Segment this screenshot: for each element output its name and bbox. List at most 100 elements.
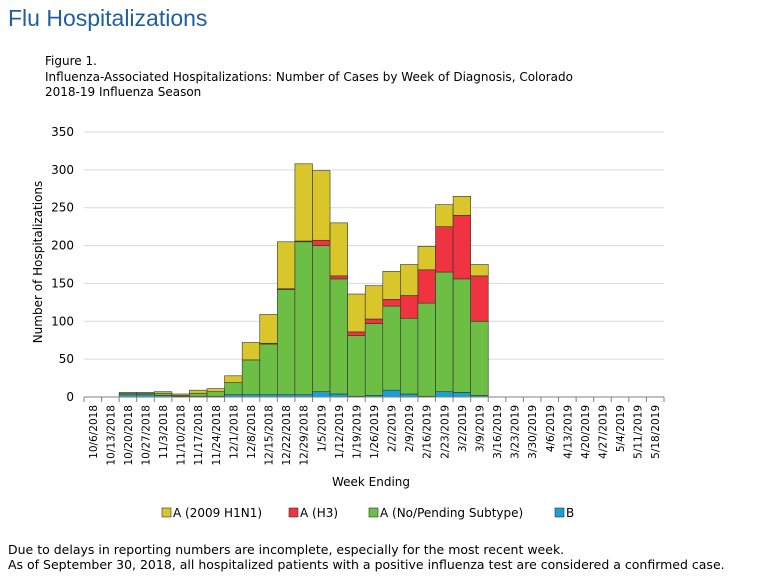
x-tick-label: 3/30/2019 — [527, 405, 539, 459]
bar-segment — [347, 331, 366, 336]
x-tick-label: 2/23/2019 — [439, 405, 451, 459]
x-tick-label: 3/2/2019 — [457, 405, 469, 452]
x-tick-label: 4/20/2019 — [580, 405, 592, 459]
x-tick-label: 2/2/2019 — [387, 405, 399, 452]
bar-segment — [118, 392, 138, 394]
x-tick-label: 10/13/2018 — [105, 405, 117, 466]
bar-segment — [364, 323, 384, 396]
bar-segment — [382, 299, 401, 307]
x-axis-label: Week Ending — [332, 475, 410, 489]
y-tick-label: 200 — [51, 239, 74, 253]
bar-segment — [312, 170, 331, 241]
bar-segment — [470, 320, 489, 396]
bar-segment — [259, 314, 278, 344]
bar-segment — [347, 335, 366, 397]
bar-segment — [452, 214, 471, 280]
figure-number: Figure 1. — [45, 54, 97, 68]
bar-segment — [241, 342, 261, 361]
bar-segment — [171, 393, 190, 396]
bar-segment — [435, 226, 454, 273]
bar-segment — [312, 245, 331, 392]
bar-segment — [277, 289, 296, 396]
bar-segment — [154, 391, 173, 394]
bar-segment — [312, 239, 331, 246]
page-title: Flu Hospitalizations — [8, 5, 208, 31]
bar-segment — [382, 389, 401, 398]
bar-segment — [435, 204, 454, 227]
bar-segment — [329, 278, 348, 395]
figure-subtitle: 2018-19 Influenza Season — [45, 85, 202, 99]
bar-segment — [294, 163, 313, 242]
bar-segment — [435, 271, 454, 393]
hospitalizations-chart: 0 50 100 150 200 250 300 350 10/6/2018 10/13/2018… — [31, 125, 665, 520]
bar-segment — [206, 388, 225, 392]
y-tick-label: 150 — [51, 276, 74, 290]
bar-segment — [435, 391, 454, 398]
x-tick-label: 2/9/2019 — [404, 405, 416, 452]
x-tick-label: 11/17/2018 — [193, 405, 205, 466]
footnotes: Due to delays in reporting numbers are i… — [8, 542, 725, 572]
x-tick-label: 5/18/2019 — [650, 405, 662, 459]
x-tick-label: 1/5/2019 — [316, 405, 328, 452]
bar-segment — [417, 246, 436, 271]
bar-segment — [347, 293, 366, 333]
y-tick-label: 250 — [51, 201, 74, 215]
bar-segment — [382, 305, 401, 391]
bar-segment — [206, 391, 225, 397]
bar-segment — [241, 359, 261, 396]
x-tick-label: 3/23/2019 — [510, 405, 522, 459]
y-tick-label: 100 — [51, 314, 74, 328]
bar-segment — [452, 392, 471, 398]
x-tick-label: 10/27/2018 — [141, 405, 153, 466]
x-tick-label: 11/3/2018 — [158, 405, 170, 459]
y-tick-label: 300 — [51, 163, 74, 177]
footnote-case-definition: As of September 30, 2018, all hospitaliz… — [8, 556, 725, 572]
bar-segment — [224, 382, 243, 396]
y-tick-label: 350 — [51, 125, 74, 139]
bar-segment — [382, 271, 401, 300]
bar-segment — [329, 275, 348, 280]
x-tick-label: 4/27/2019 — [597, 405, 609, 459]
x-tick-label: 12/29/2018 — [299, 405, 311, 466]
x-tick-label: 12/22/2018 — [281, 405, 293, 466]
x-tick-label: 4/13/2019 — [562, 405, 574, 459]
x-tick-label: 12/8/2018 — [246, 405, 258, 459]
x-tick-label: 11/10/2018 — [176, 405, 188, 466]
legend-swatch — [288, 507, 299, 518]
x-tick-label: 1/26/2019 — [369, 405, 381, 459]
legend-label: A (2009 H1N1) — [173, 506, 262, 520]
bar-segment — [470, 275, 489, 322]
bar-segment — [417, 269, 436, 304]
y-tick-label: 50 — [59, 352, 74, 366]
x-tick-label: 10/6/2018 — [88, 405, 100, 459]
x-tick-label: 1/19/2019 — [351, 405, 363, 459]
bar-segment — [400, 295, 419, 319]
legend-swatch — [161, 507, 172, 518]
x-tick-label: 1/12/2019 — [334, 405, 346, 459]
bar-segment — [452, 196, 471, 216]
legend-label: A (H3) — [300, 506, 338, 520]
x-tick-label: 11/24/2018 — [211, 405, 223, 466]
bar-segment — [312, 391, 331, 398]
bar-segment — [452, 278, 471, 393]
y-tick-label: 0 — [66, 390, 74, 404]
bar-segment — [189, 392, 208, 397]
bar-segment — [277, 241, 296, 290]
legend-label: B — [566, 506, 574, 520]
bar-segment — [400, 317, 419, 395]
bar-segment — [136, 392, 155, 394]
x-tick-label: 12/15/2018 — [264, 405, 276, 466]
footnote-reporting-delay: Due to delays in reporting numbers are i… — [8, 542, 565, 557]
y-axis-label: Number of Hospitalizations — [31, 181, 45, 344]
figure-title: Influenza-Associated Hospitalizations: N… — [45, 69, 573, 84]
x-tick-label: 5/4/2019 — [615, 405, 627, 452]
bar-segment — [259, 343, 278, 396]
x-tick-label: 5/11/2019 — [633, 405, 645, 459]
bar-segment — [400, 264, 419, 296]
x-tick-label: 10/20/2018 — [123, 405, 135, 466]
bar-segment — [224, 375, 243, 383]
bar-segment — [294, 241, 313, 396]
x-tick-label: 4/6/2019 — [545, 405, 557, 452]
legend-swatch — [368, 507, 379, 518]
bar-segment — [470, 264, 489, 277]
